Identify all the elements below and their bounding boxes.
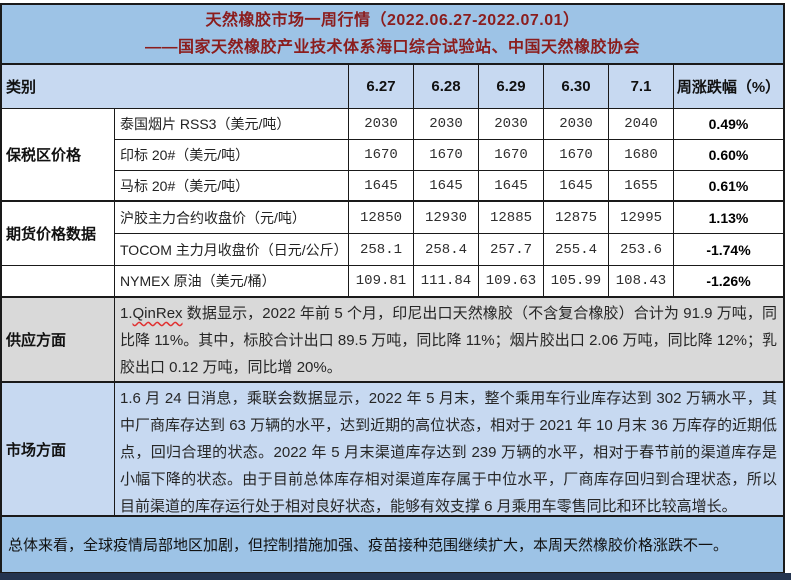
market-paragraph: 1.6 月 24 日消息，乘联会数据显示，2022 年 5 月末，整个乘用车行业…	[120, 390, 777, 515]
supply-body: 数据显示，2022 年前 5 个月，印尼出口天然橡胶（不含复合橡胶）合计为 91…	[120, 305, 777, 376]
weekly-change-cell: 0.49%	[674, 109, 783, 140]
empty-category-cell	[2, 266, 115, 298]
weekly-summary-text: 总体来看，全球疫情局部地区加剧，但控制措施加强、疫苗接种范围继续扩大，本周天然橡…	[8, 537, 729, 554]
group-label-market: 市场方面	[2, 383, 115, 517]
report-title: 天然橡胶市场一周行情（2022.06.27-2022.07.01）	[205, 12, 580, 29]
group-label-futures: 期货价格数据	[2, 202, 115, 266]
group-label-supply: 供应方面	[2, 298, 115, 383]
row-label-smr20: 马标 20#（美元/吨）	[115, 171, 349, 202]
price-cell: 1645	[479, 171, 544, 202]
price-cell: 1670	[544, 140, 609, 171]
price-cell: 105.99	[544, 266, 609, 298]
price-cell: 12930	[414, 202, 479, 234]
price-cell: 1670	[349, 140, 414, 171]
price-cell: 12995	[609, 202, 674, 234]
price-cell: 109.63	[479, 266, 544, 298]
weekly-change-cell: 0.60%	[674, 140, 783, 171]
column-header-date-4: 6.30	[544, 65, 609, 109]
column-header-date-1: 6.27	[349, 65, 414, 109]
supply-paragraph: 1.QinRex 数据显示，2022 年前 5 个月，印尼出口天然橡胶（不含复合…	[120, 300, 777, 381]
price-table: 类别 6.27 6.28 6.29 6.30 7.1 周涨跌幅（%） 保税区价格…	[2, 65, 783, 517]
weekly-change-cell: -1.74%	[674, 234, 783, 266]
weekly-summary-row: 总体来看，全球疫情局部地区加剧，但控制措施加强、疫苗接种范围继续扩大，本周天然橡…	[2, 517, 783, 572]
row-label-rss3: 泰国烟片 RSS3（美元/吨）	[115, 109, 349, 140]
price-cell: 257.7	[479, 234, 544, 266]
row-label-tocom: TOCOM 主力月收盘价（日元/公斤）	[115, 234, 349, 266]
window-bottom-edge	[0, 573, 791, 580]
weekly-change-cell: -1.26%	[674, 266, 783, 298]
group-label-bonded-zone: 保税区价格	[2, 109, 115, 202]
price-cell: 1670	[414, 140, 479, 171]
weekly-change-cell: 1.13%	[674, 202, 783, 234]
market-text-cell: 1.6 月 24 日消息，乘联会数据显示，2022 年 5 月末，整个乘用车行业…	[115, 383, 783, 517]
column-header-weekly-change: 周涨跌幅（%）	[674, 65, 783, 109]
price-cell: 2030	[544, 109, 609, 140]
price-cell: 255.4	[544, 234, 609, 266]
price-cell: 12875	[544, 202, 609, 234]
price-cell: 1655	[609, 171, 674, 202]
price-cell: 2040	[609, 109, 674, 140]
price-cell: 12850	[349, 202, 414, 234]
price-cell: 12885	[479, 202, 544, 234]
rubber-market-report-sheet: 天然橡胶市场一周行情（2022.06.27-2022.07.01） ——国家天然…	[0, 3, 785, 574]
price-cell: 2030	[479, 109, 544, 140]
column-header-date-2: 6.28	[414, 65, 479, 109]
price-cell: 253.6	[609, 234, 674, 266]
price-cell: 109.81	[349, 266, 414, 298]
price-cell: 258.1	[349, 234, 414, 266]
column-header-category: 类别	[2, 65, 349, 109]
supply-prefix: 1.	[120, 305, 133, 322]
column-header-date-5: 7.1	[609, 65, 674, 109]
supply-brand-qinrex: QinRex	[132, 305, 183, 322]
weekly-change-cell: 0.61%	[674, 171, 783, 202]
price-cell: 2030	[414, 109, 479, 140]
supply-text-cell: 1.QinRex 数据显示，2022 年前 5 个月，印尼出口天然橡胶（不含复合…	[115, 298, 783, 383]
price-cell: 108.43	[609, 266, 674, 298]
column-header-date-3: 6.29	[479, 65, 544, 109]
price-cell: 1645	[544, 171, 609, 202]
row-label-sir20: 印标 20#（美元/吨）	[115, 140, 349, 171]
price-cell: 1680	[609, 140, 674, 171]
price-cell: 258.4	[414, 234, 479, 266]
price-cell: 111.84	[414, 266, 479, 298]
price-cell: 1670	[479, 140, 544, 171]
price-cell: 2030	[349, 109, 414, 140]
price-cell: 1645	[349, 171, 414, 202]
price-cell: 1645	[414, 171, 479, 202]
report-title-block: 天然橡胶市场一周行情（2022.06.27-2022.07.01） ——国家天然…	[2, 5, 783, 65]
row-label-nymex: NYMEX 原油（美元/桶）	[115, 266, 349, 298]
report-subtitle: ——国家天然橡胶产业技术体系海口综合试验站、中国天然橡胶协会	[144, 39, 640, 56]
row-label-shfe: 沪胶主力合约收盘价（元/吨）	[115, 202, 349, 234]
